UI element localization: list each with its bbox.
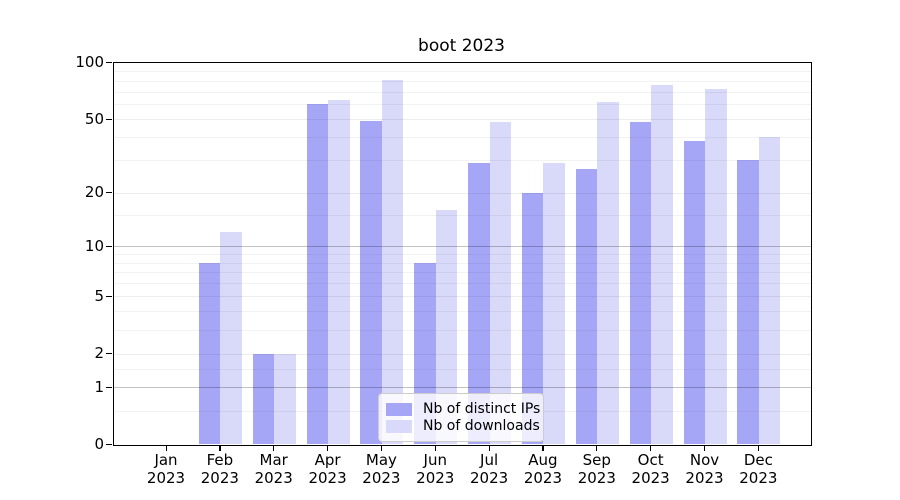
x-tick-mark [488,444,490,451]
gridline-emphasized [113,387,811,389]
y-tick-mark [106,118,112,120]
x-tick-label: Feb 2023 [200,451,239,487]
x-tick-label: Mar 2023 [254,451,293,487]
y-tick-label: 1 [94,377,104,396]
y-tick-mark [106,295,112,297]
x-tick-mark [704,444,706,451]
bar-nov-downloads [705,89,727,445]
x-tick-label: Oct 2023 [631,451,670,487]
gridline-minor [113,104,811,106]
gridline-minor [113,283,811,285]
y-tick-mark [106,444,112,446]
x-tick-label: Sep 2023 [577,451,616,487]
y-tick-mark [106,192,112,194]
gridline-minor [113,329,811,331]
bar-dec-downloads [758,137,781,445]
gridline-minor [113,368,811,370]
x-tick-label: May 2023 [362,451,401,487]
x-tick-label: Dec 2023 [739,451,778,487]
bar-may-distinct-ips [360,120,382,445]
bar-aug-distinct-ips [521,192,544,445]
legend-label-distinct-ips: Nb of distinct IPs [423,401,541,417]
x-tick-label: Jun 2023 [416,451,455,487]
bar-mar-distinct-ips [252,353,275,445]
bar-dec-distinct-ips [737,160,759,445]
gridline-emphasized [113,246,811,248]
bar-mar-downloads [274,353,296,445]
x-tick-label: Jul 2023 [470,451,509,487]
bar-oct-distinct-ips [629,122,652,445]
x-tick-mark [757,444,760,451]
x-tick-mark [596,444,598,451]
bar-jul-downloads [489,122,512,445]
bar-feb-distinct-ips [198,262,221,445]
x-tick-mark [327,444,329,451]
gridline-minor [113,262,811,264]
gridline-major [113,192,811,194]
gridline-minor [113,80,811,82]
gridline-minor [113,253,811,255]
bar-sep-downloads [597,101,619,445]
y-tick-label: 5 [94,286,104,305]
y-tick-mark [106,245,112,247]
plot-area [112,61,812,446]
y-tick-label: 2 [94,344,104,363]
bar-apr-downloads [328,100,350,445]
y-tick-mark [106,62,112,64]
x-tick-mark [434,444,436,451]
gridline-major [113,353,811,355]
bar-nov-distinct-ips [683,141,705,445]
x-tick-label: Aug 2023 [523,451,563,487]
chart-title: boot 2023 [418,36,505,56]
gridline-minor [113,71,811,73]
y-tick-label: 100 [75,53,104,71]
x-tick-label: Jan 2023 [146,451,186,487]
legend-label-downloads: Nb of downloads [423,418,540,434]
bar-oct-downloads [651,84,673,445]
gridline-major [113,119,811,121]
gridline-minor [113,137,811,139]
x-tick-mark [219,444,221,451]
bar-sep-distinct-ips [575,168,598,445]
bar-feb-downloads [220,232,242,445]
bar-jun-downloads [435,209,458,445]
y-tick-label: 50 [84,109,104,128]
x-tick-mark [650,444,652,451]
gridline-minor [113,160,811,162]
x-tick-mark [165,444,167,451]
legend-swatch-distinct-ips [386,402,412,416]
gridline-minor [113,272,811,274]
gridline-minor [113,311,811,313]
y-tick-label: 20 [84,183,104,201]
x-tick-mark [542,444,544,451]
bar-may-downloads [381,79,404,445]
x-tick-mark [273,444,275,451]
x-tick-label: Nov 2023 [685,451,724,487]
bar-jul-distinct-ips [468,162,490,445]
bar-apr-distinct-ips [306,104,329,445]
legend-swatch-downloads [386,419,412,433]
y-tick-label: 0 [94,435,104,453]
legend: Nb of distinct IPs Nb of downloads [378,393,544,442]
legend-item-distinct-ips: Nb of distinct IPs [386,401,540,417]
gridline-minor [113,91,811,93]
gridline-major [113,296,811,298]
y-tick-mark [106,353,112,355]
y-tick-mark [106,386,112,388]
x-tick-mark [380,444,383,451]
bar-aug-downloads [543,162,565,445]
legend-item-downloads: Nb of downloads [386,418,540,434]
x-tick-label: Apr 2023 [308,451,347,487]
gridline-minor [113,215,811,216]
y-tick-label: 10 [84,236,104,255]
